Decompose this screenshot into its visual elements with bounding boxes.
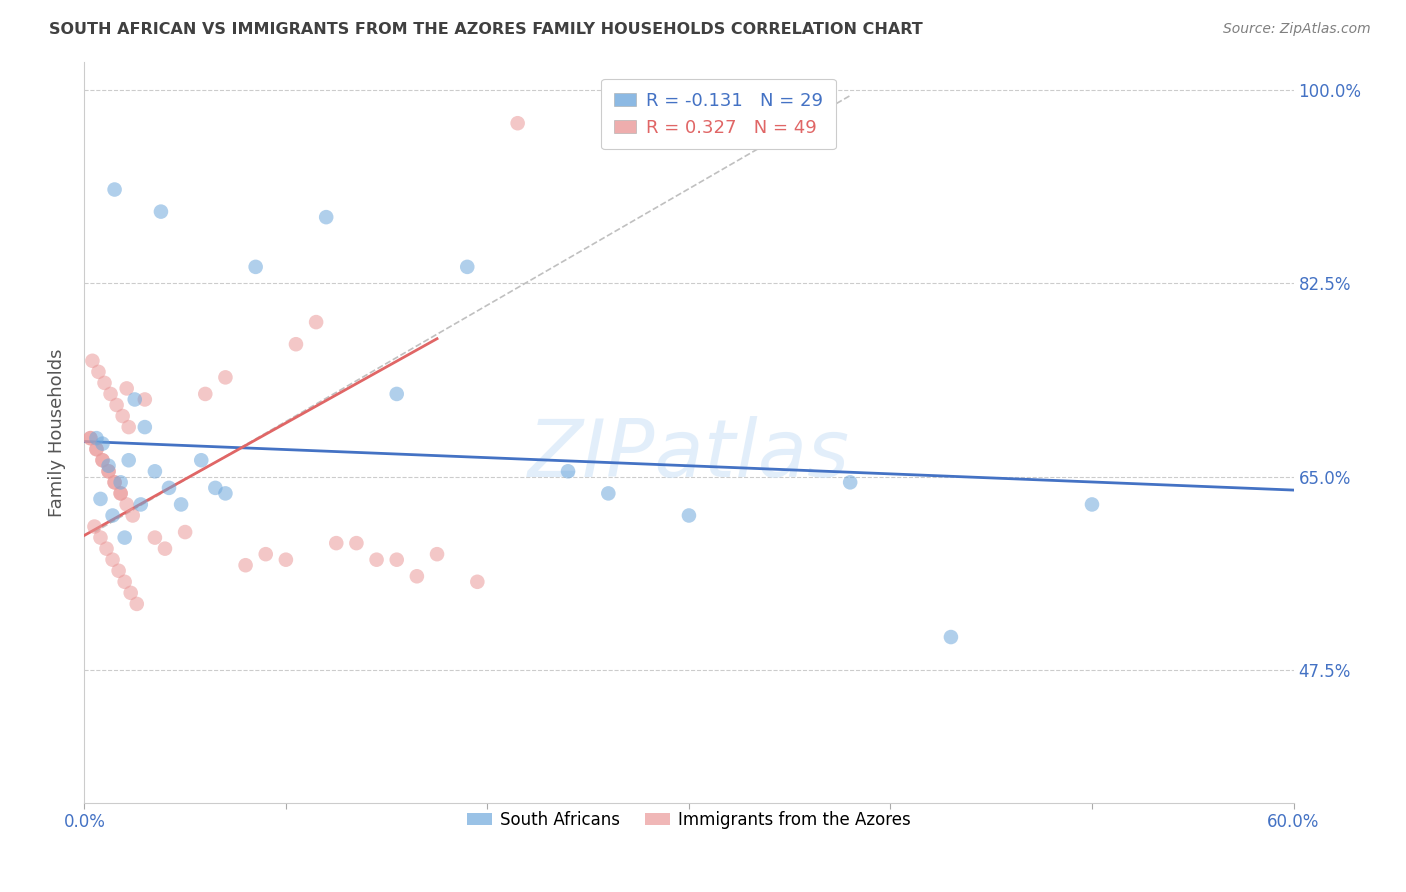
Point bbox=[305, 315, 328, 329]
Point bbox=[170, 498, 193, 512]
Point bbox=[86, 431, 108, 445]
Text: Source: ZipAtlas.com: Source: ZipAtlas.com bbox=[1223, 22, 1371, 37]
Point bbox=[214, 486, 236, 500]
Point bbox=[118, 453, 141, 467]
Point bbox=[121, 508, 143, 523]
Point bbox=[190, 453, 212, 467]
Point bbox=[96, 541, 118, 556]
Point bbox=[426, 547, 449, 561]
Point bbox=[254, 547, 277, 561]
Point bbox=[678, 508, 700, 523]
Point bbox=[366, 552, 388, 566]
Point bbox=[91, 453, 114, 467]
Point bbox=[456, 260, 478, 274]
Point bbox=[115, 381, 138, 395]
Point bbox=[235, 558, 257, 573]
Y-axis label: Family Households: Family Households bbox=[48, 349, 66, 516]
Point bbox=[79, 431, 101, 445]
Point bbox=[97, 464, 120, 478]
Point bbox=[100, 387, 122, 401]
Point bbox=[91, 453, 114, 467]
Point bbox=[101, 508, 124, 523]
Point bbox=[89, 531, 111, 545]
Point bbox=[204, 481, 226, 495]
Point bbox=[149, 204, 172, 219]
Point bbox=[315, 210, 337, 224]
Point bbox=[214, 370, 236, 384]
Point bbox=[157, 481, 180, 495]
Point bbox=[79, 431, 101, 445]
Point bbox=[82, 353, 104, 368]
Point bbox=[125, 597, 148, 611]
Text: ZIPatlas: ZIPatlas bbox=[527, 416, 851, 494]
Point bbox=[194, 387, 217, 401]
Point bbox=[107, 564, 129, 578]
Point bbox=[124, 392, 146, 407]
Point bbox=[406, 569, 429, 583]
Point bbox=[104, 182, 127, 196]
Point bbox=[839, 475, 862, 490]
Point bbox=[111, 409, 134, 423]
Point bbox=[467, 574, 489, 589]
Point bbox=[89, 491, 111, 506]
Point bbox=[114, 531, 136, 545]
Point bbox=[101, 552, 124, 566]
Point bbox=[143, 531, 166, 545]
Point bbox=[93, 376, 115, 390]
Point bbox=[129, 498, 152, 512]
Point bbox=[115, 498, 138, 512]
Point bbox=[104, 475, 127, 490]
Point bbox=[174, 524, 197, 539]
Point bbox=[120, 586, 142, 600]
Point bbox=[346, 536, 368, 550]
Legend: South Africans, Immigrants from the Azores: South Africans, Immigrants from the Azor… bbox=[460, 804, 918, 835]
Point bbox=[1081, 498, 1104, 512]
Point bbox=[87, 365, 110, 379]
Point bbox=[598, 486, 620, 500]
Point bbox=[91, 436, 114, 450]
Point bbox=[110, 486, 132, 500]
Point bbox=[134, 392, 156, 407]
Point bbox=[245, 260, 267, 274]
Point bbox=[110, 486, 132, 500]
Point bbox=[557, 464, 579, 478]
Point bbox=[86, 442, 108, 457]
Point bbox=[274, 552, 297, 566]
Point bbox=[110, 475, 132, 490]
Point bbox=[105, 398, 128, 412]
Point bbox=[97, 464, 120, 478]
Point bbox=[325, 536, 347, 550]
Point bbox=[385, 387, 408, 401]
Point bbox=[939, 630, 962, 644]
Point bbox=[153, 541, 176, 556]
Point bbox=[506, 116, 529, 130]
Point bbox=[118, 420, 141, 434]
Point bbox=[104, 475, 127, 490]
Point bbox=[134, 420, 156, 434]
Point bbox=[143, 464, 166, 478]
Text: SOUTH AFRICAN VS IMMIGRANTS FROM THE AZORES FAMILY HOUSEHOLDS CORRELATION CHART: SOUTH AFRICAN VS IMMIGRANTS FROM THE AZO… bbox=[49, 22, 922, 37]
Point bbox=[86, 442, 108, 457]
Point bbox=[114, 574, 136, 589]
Point bbox=[97, 458, 120, 473]
Point bbox=[285, 337, 308, 351]
Point bbox=[385, 552, 408, 566]
Point bbox=[83, 519, 105, 533]
